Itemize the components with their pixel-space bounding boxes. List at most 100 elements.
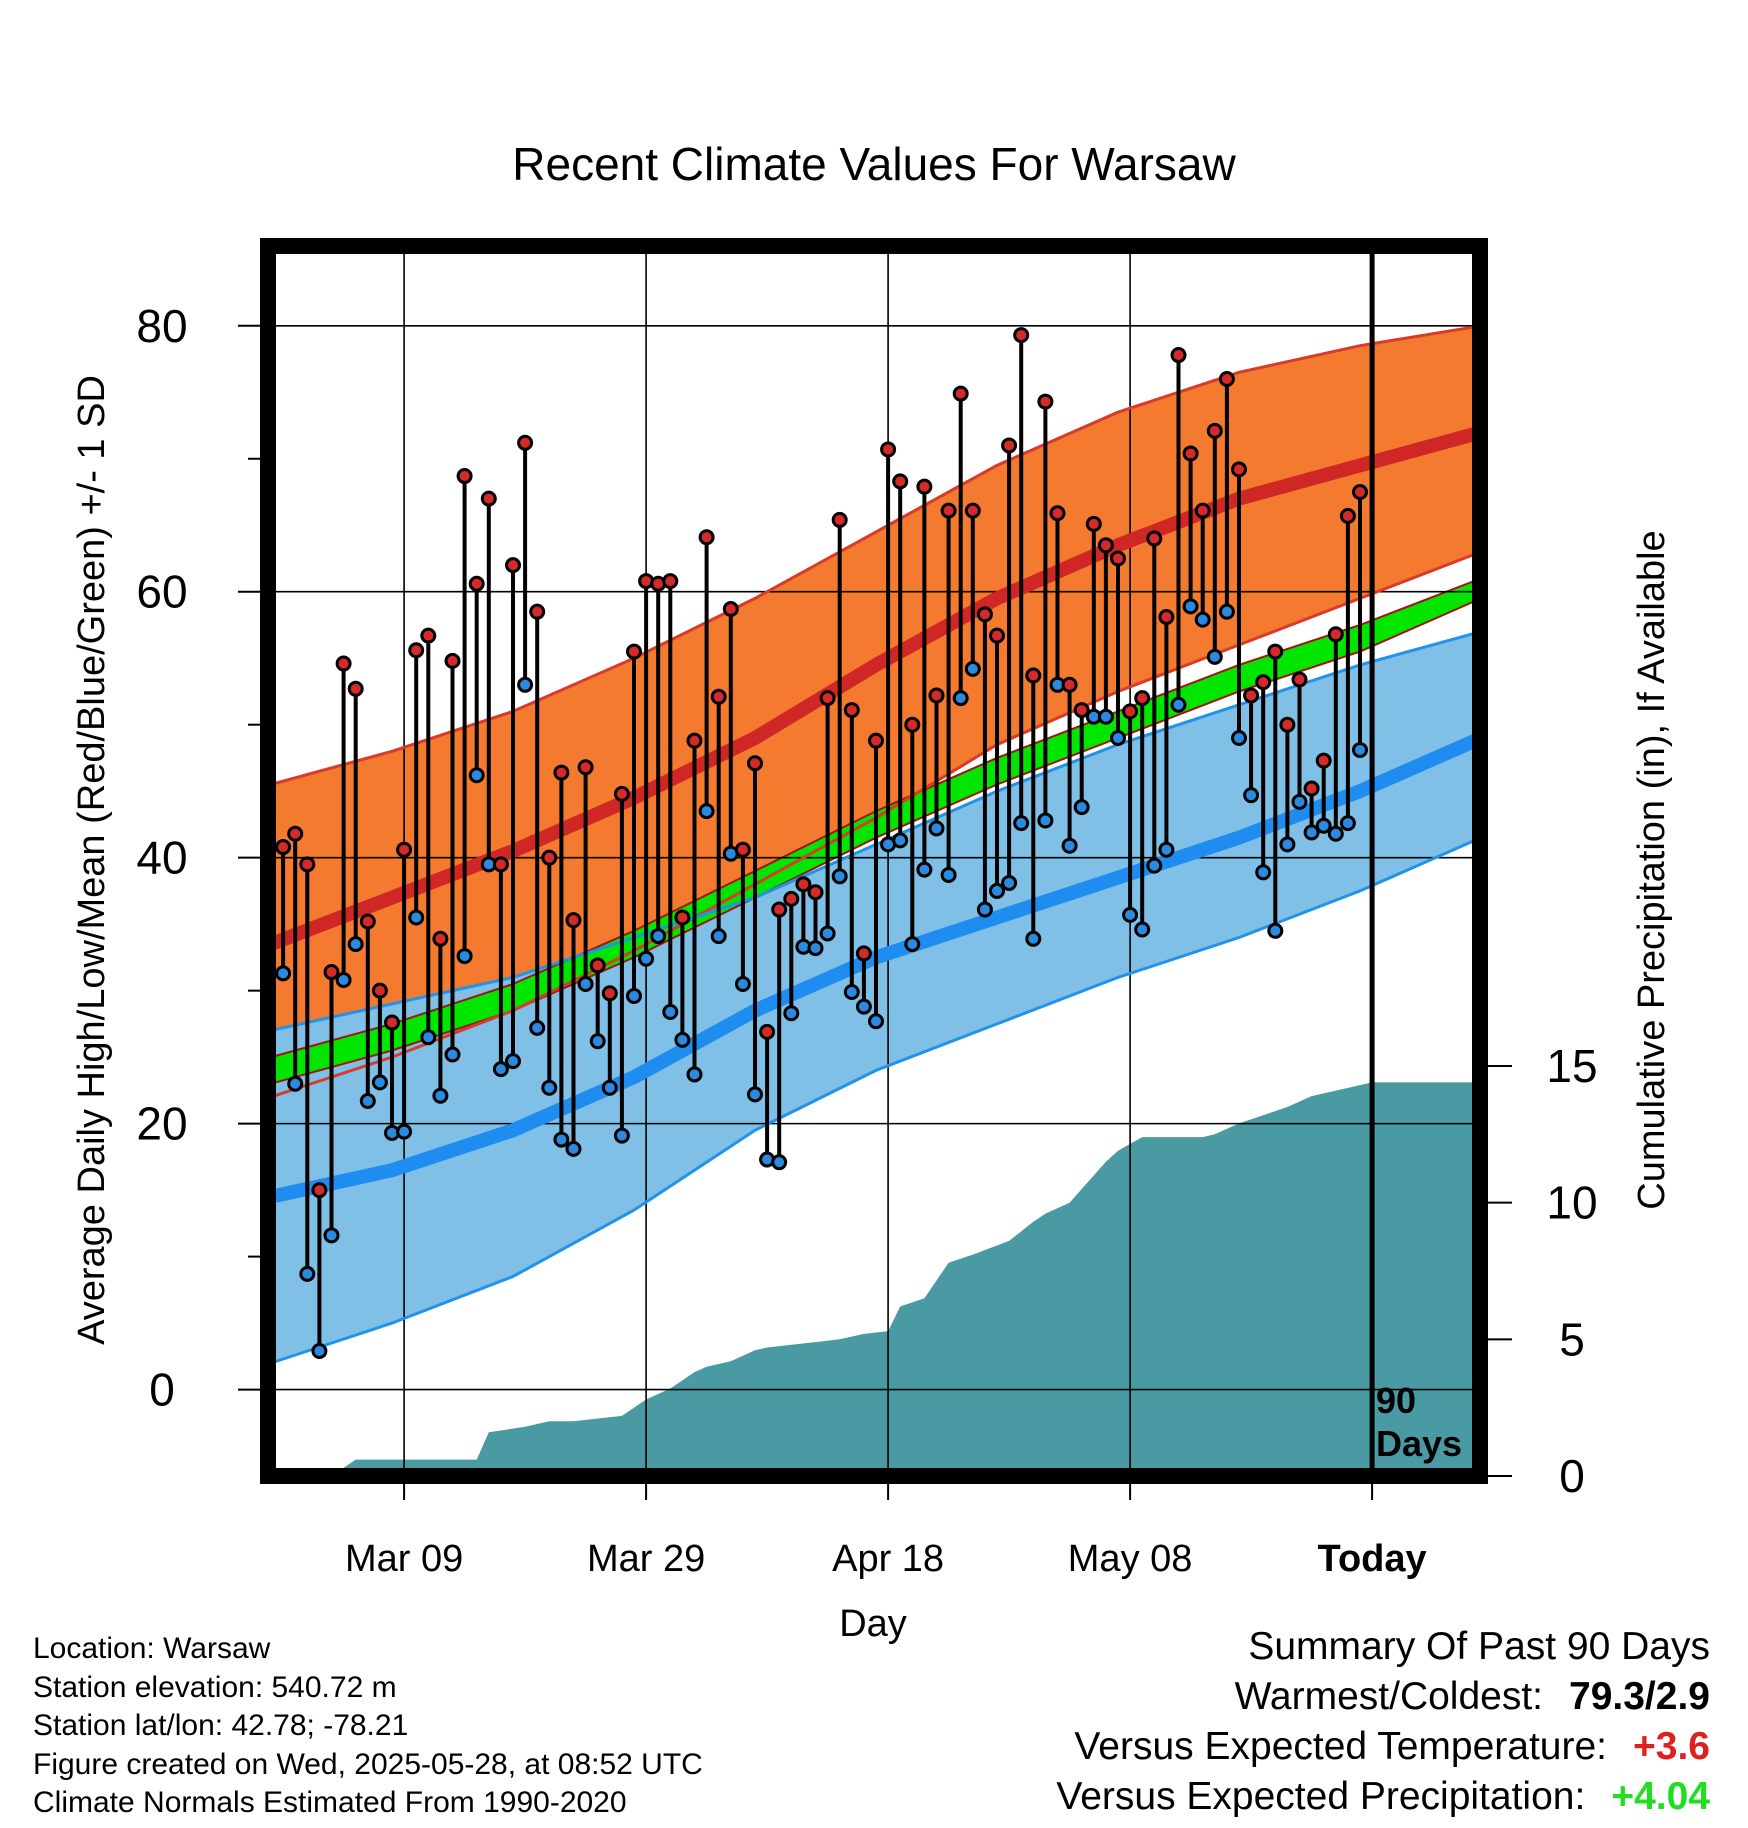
normal-low-lower-edge [270, 836, 1480, 1365]
daily-high-point [1049, 505, 1066, 522]
y2-tick-label: 15 [1546, 1040, 1597, 1092]
y-axis-label: Average Daily High/Low/Mean (Red/Blue/Gr… [71, 375, 113, 1345]
normals-text: Climate Normals Estimated From 1990-2020 [33, 1786, 627, 1819]
daily-high-point [1158, 608, 1175, 625]
daily-high-point [795, 876, 812, 893]
location-text: Location: Warsaw [33, 1632, 271, 1665]
daily-low-point [1327, 825, 1344, 842]
daily-high-point [1122, 703, 1139, 720]
summary-panel: Summary Of Past 90 Days Warmest/Coldest:… [1056, 1622, 1710, 1822]
normal-high-mean-line [268, 425, 1480, 951]
daily-low-point [855, 998, 872, 1015]
x-tick-label: Apr 18 [832, 1538, 944, 1580]
daily-low-point [1255, 864, 1272, 881]
daily-low-point [940, 866, 957, 883]
summary-warmest-coldest-row: Warmest/Coldest: 79.3/2.9 [1056, 1672, 1710, 1722]
daily-high-point [916, 478, 933, 495]
daily-low-point [783, 1005, 800, 1022]
daily-high-point [1110, 550, 1126, 567]
normal-high-upper-edge [270, 324, 1480, 786]
daily-high-point [432, 930, 449, 947]
daily-high-point [1025, 667, 1042, 684]
daily-high-point [1073, 702, 1090, 719]
daily-low-point [904, 936, 921, 953]
daily-low-point [747, 1086, 763, 1103]
daily-low-point [710, 928, 727, 945]
y-tick-label: 60 [136, 566, 187, 618]
daily-high-point [517, 434, 534, 451]
daily-high-point [468, 575, 485, 592]
daily-low-point [819, 925, 836, 942]
y-tick-label: 20 [136, 1098, 187, 1150]
warmest-coldest-label: Warmest/Coldest: [1234, 1675, 1544, 1718]
daily-low-point [1279, 836, 1296, 853]
daily-high-point [1134, 690, 1151, 707]
daily-high-point [601, 985, 618, 1002]
daily-low-point [674, 1031, 691, 1048]
daily-low-point [1134, 921, 1151, 938]
daily-low-point [541, 1079, 558, 1096]
y2-axis-label: Cumulative Precipitation (in), If Availa… [1631, 530, 1673, 1209]
daily-low-point [868, 1013, 884, 1030]
y-tick-label: 0 [149, 1364, 175, 1416]
daily-high-point [1097, 537, 1114, 554]
daily-high-point [1037, 393, 1054, 410]
daily-high-point [722, 601, 739, 618]
daily-low-point [1110, 730, 1126, 746]
y2-tick-label: 0 [1559, 1450, 1585, 1502]
daily-low-point [989, 882, 1005, 899]
daily-high-point [904, 716, 921, 733]
daily-high-point [613, 785, 630, 802]
daily-low-point [892, 832, 909, 849]
daily-low-point [807, 940, 824, 957]
daily-high-point [868, 732, 884, 749]
daily-low-point [505, 1053, 521, 1070]
daily-high-point [686, 732, 703, 749]
daily-high-point [734, 841, 751, 858]
temp-anomaly-value: +3.6 [1633, 1725, 1710, 1768]
daily-low-point [613, 1127, 630, 1144]
daily-low-point [1303, 824, 1320, 841]
daily-high-point [843, 702, 860, 719]
daily-high-point [698, 529, 715, 546]
daily-high-point [747, 755, 763, 772]
daily-low-point [1001, 874, 1018, 891]
daily-high-point [577, 759, 594, 776]
daily-high-point [1013, 327, 1030, 344]
daily-high-point [396, 841, 413, 858]
daily-high-point [819, 690, 836, 707]
daily-high-point [492, 856, 509, 873]
daily-low-point [1170, 696, 1187, 713]
daily-high-point [1303, 780, 1320, 797]
daily-low-point [601, 1079, 618, 1096]
daily-low-point [311, 1343, 328, 1360]
daily-high-point [928, 687, 945, 704]
y-tick-label: 40 [136, 832, 187, 884]
daily-high-point [1279, 716, 1296, 733]
daily-high-point [1315, 752, 1332, 769]
daily-high-point [1291, 671, 1308, 688]
daily-low-point [275, 965, 292, 982]
x-tick-label: Mar 29 [587, 1538, 705, 1580]
daily-low-point [916, 861, 933, 878]
daily-low-point [952, 690, 969, 707]
summary-precip-row: Versus Expected Precipitation: +4.04 [1056, 1772, 1710, 1822]
daily-low-point [1243, 787, 1260, 804]
daily-low-point [1122, 906, 1139, 923]
daily-high-point [674, 909, 691, 926]
daily-low-point [299, 1265, 316, 1282]
station-info: Location: Warsaw Station elevation: 540.… [33, 1630, 703, 1823]
daily-low-point [529, 1019, 546, 1036]
precip-anomaly-value: +4.04 [1611, 1775, 1710, 1818]
daily-low-point [396, 1123, 413, 1140]
plot-frame [260, 238, 1488, 1484]
daily-low-point [589, 1033, 606, 1050]
daily-high-point [335, 655, 352, 672]
x-tick-label: Today [1318, 1538, 1427, 1580]
daily-high-point [1218, 370, 1235, 387]
daily-high-point [505, 557, 521, 574]
daily-low-point [1267, 922, 1284, 939]
daily-high-point [1146, 530, 1163, 547]
daily-high-point [299, 856, 316, 873]
x-axis-label: Day [839, 1603, 907, 1645]
